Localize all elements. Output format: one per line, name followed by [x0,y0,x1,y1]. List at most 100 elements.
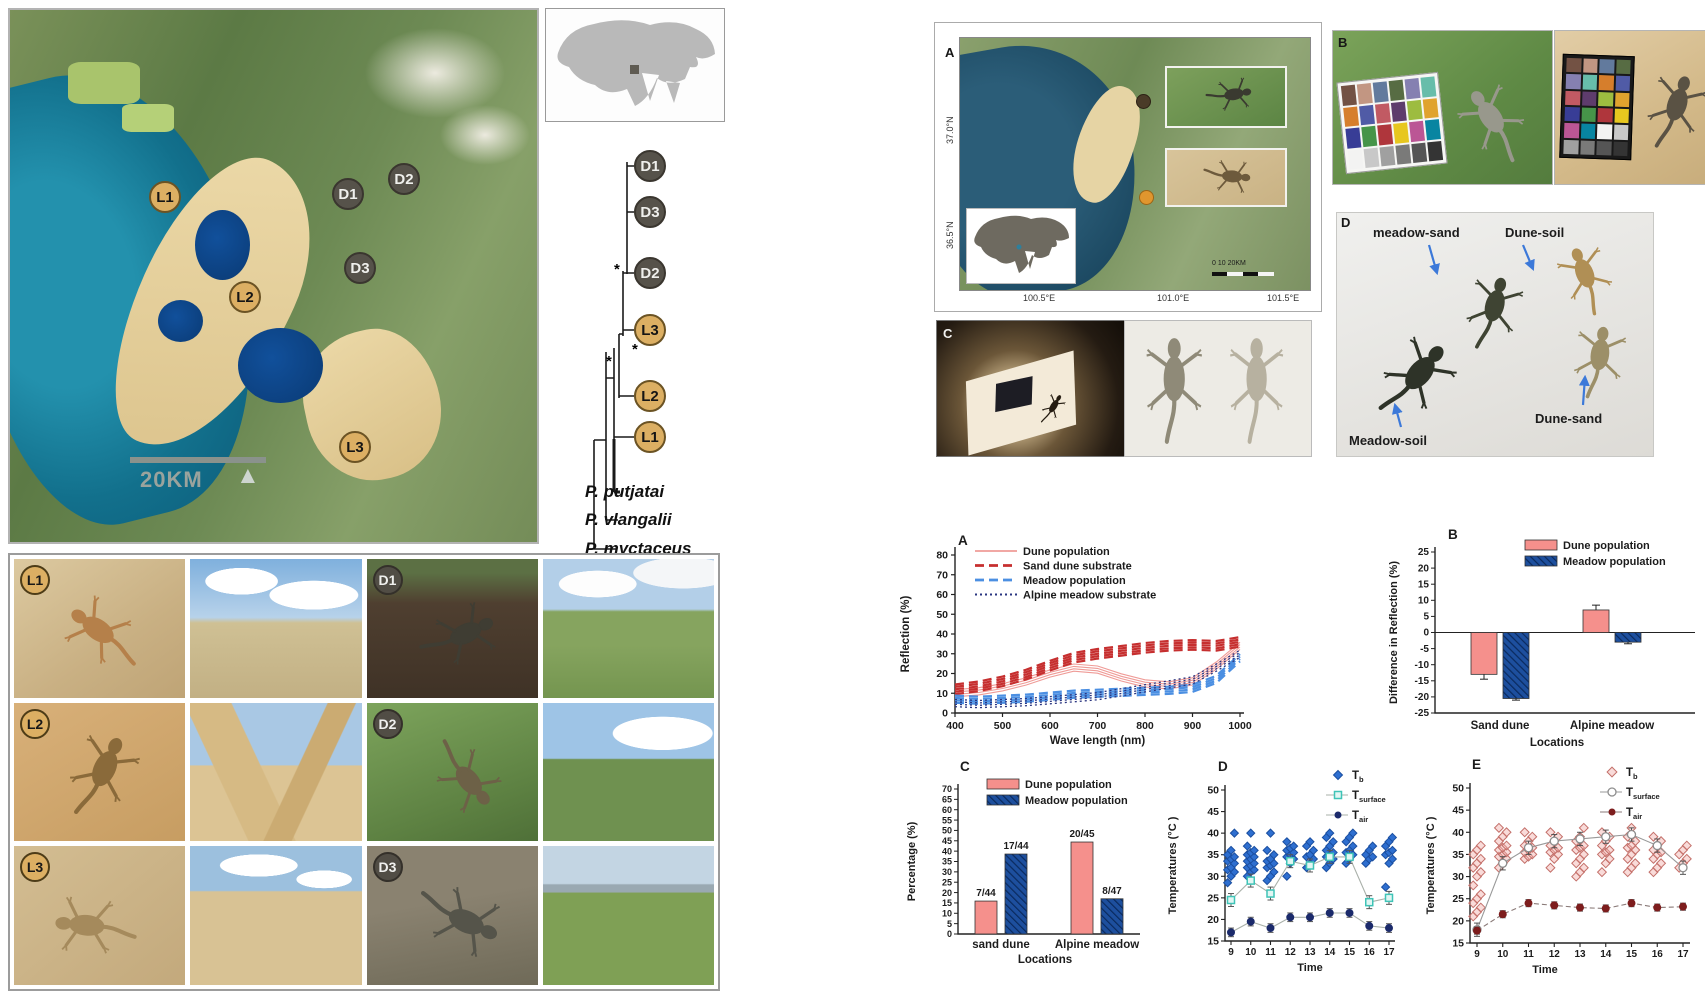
checker-patch [1615,59,1631,75]
panelB-letter: B [1338,35,1348,50]
svg-text:50: 50 [936,609,948,621]
lizard-photo-icon [1221,320,1309,457]
checker-patch [1372,81,1389,103]
panelA-inset-dune-photo [1165,148,1287,207]
annotation-dune-soil: Dune-soil [1505,225,1565,240]
tree-tip-L3: L3 [634,314,666,346]
checker-patch [1374,102,1391,124]
node-support-star: * [606,353,612,370]
svg-text:Tb: Tb [1352,770,1364,784]
panelA-miniscale-bar [1212,272,1274,276]
svg-text:B: B [1448,527,1458,542]
checker-patch [1347,148,1364,170]
checker-patch [1406,99,1423,121]
svg-text:20: 20 [1452,915,1464,927]
photo-habitat-meadow-2 [542,702,714,842]
node-support-star: * [632,341,638,358]
panelD-letter: D [1341,215,1351,230]
svg-text:800: 800 [1136,720,1154,732]
checker-patch [1564,106,1580,122]
svg-text:Locations: Locations [1018,954,1072,966]
svg-text:45: 45 [942,836,952,846]
fig2-panelB-photo-dune [1554,30,1705,185]
arrow-dune-soil [1521,244,1535,272]
photography-board [965,350,1077,456]
svg-text:13: 13 [1574,949,1586,960]
svg-text:25: 25 [1452,893,1464,905]
map-marker-L1: L1 [149,181,181,213]
lizard-photo-icon [1137,320,1229,457]
map-scale-bar [130,457,266,463]
small-lake [158,300,203,342]
lat-label-365: 36.5°N [945,221,955,249]
svg-text:70: 70 [942,784,952,794]
panelA-miniscale-label: 0 10 20KM [1212,260,1246,267]
chart-temperatures-dune: 15 20 25 30 35 40 45 50 9 10 11 12 13 14 15 16 17 Time Tem… [1425,757,1692,976]
checker-patch [1565,90,1581,106]
map-marker-label: L2 [236,288,254,306]
svg-text:25: 25 [1418,547,1430,558]
photo-badge-L3: L3 [20,852,50,883]
annotation-meadow-soil: Meadow-soil [1349,433,1428,448]
checker-patch [1356,83,1373,104]
svg-text:80: 80 [936,550,948,562]
map-marker-D1: D1 [332,178,364,210]
svg-text:Difference in Reflection (%): Difference in Reflection (%) [1388,561,1400,704]
map-marker-label: D1 [338,185,358,203]
svg-text:15: 15 [1344,947,1356,958]
svg-text:15: 15 [1418,579,1430,590]
farmland-patch [122,104,174,132]
svg-text:55: 55 [942,815,952,825]
tree-tip-label: D2 [640,264,660,282]
svg-text:40: 40 [936,629,948,641]
svg-text:Dune population: Dune population [1023,546,1110,558]
snow-mountain-patch [365,28,505,118]
svg-text:5: 5 [947,919,952,929]
svg-text:500: 500 [994,720,1012,732]
photo-habitat-meadow-1 [542,559,714,698]
svg-text:15: 15 [1207,936,1219,948]
svg-text:17: 17 [1677,949,1689,960]
badge-label: D1 [378,572,397,588]
checker-patch [1379,145,1396,167]
checker-patch [1409,120,1425,142]
checker-patch [1598,75,1614,91]
panelA-inset-meadow-photo [1165,66,1287,128]
svg-text:-25: -25 [1415,708,1430,719]
svg-text:Tsurface: Tsurface [1626,787,1660,801]
satellite-map: L1 L2 L3 D1 D2 D3 20KM ▲ [8,8,539,544]
photo-badge-D3: D3 [372,852,403,883]
badge-label: L2 [26,715,44,732]
chart-temperatures-meadow: 15 20 25 30 35 40 45 50 9 10 11 12 13 14 15 16 17 Time Tem… [1167,759,1398,974]
svg-text:11: 11 [1523,949,1534,960]
checker-patch [1424,119,1441,140]
checker-patch [1393,122,1410,144]
tree-tip-label: D1 [640,157,660,175]
study-area-dot [1016,244,1022,250]
svg-text:Tair: Tair [1626,807,1642,821]
svg-text:10: 10 [1418,596,1430,607]
photo-badge-L2: L2 [20,708,50,739]
svg-text:30: 30 [936,648,948,660]
photo-badge-D1: D1 [372,565,403,595]
fig2-panelB-photo-meadow: B [1332,30,1553,185]
photo-lizard-D1: D1 [366,559,538,698]
lizard-photo-icon [1201,66,1259,124]
svg-text:Sand dune: Sand dune [1471,720,1530,732]
lizard-photo-icon [404,715,524,835]
svg-text:E: E [1472,757,1481,772]
map-marker-D3: D3 [344,252,376,284]
tree-tip-D1: D1 [634,150,666,182]
svg-text:1000: 1000 [1228,720,1252,732]
checker-patch [1345,127,1362,149]
svg-text:0: 0 [1423,628,1429,639]
svg-text:Meadow population: Meadow population [1025,795,1128,807]
checker-patch [1363,147,1380,169]
color-checker-card [1559,53,1635,161]
svg-text:8/47: 8/47 [1102,886,1122,897]
checker-patch [1598,91,1614,107]
svg-text:30: 30 [1207,871,1219,883]
lizard-photo-icon [1200,148,1256,204]
svg-text:-5: -5 [1420,644,1429,655]
checker-patch [1582,74,1598,90]
